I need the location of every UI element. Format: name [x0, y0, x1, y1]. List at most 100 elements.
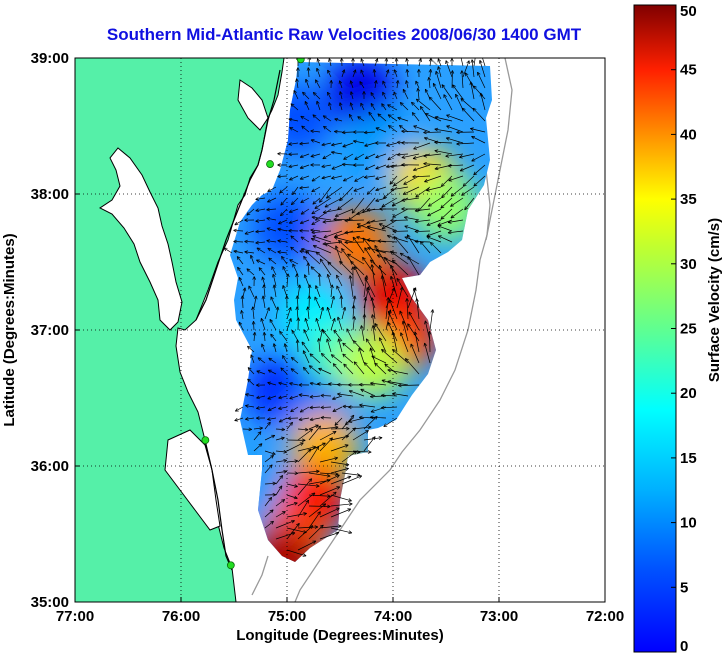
velocity-arrow [270, 296, 277, 309]
velocity-arrow [310, 139, 321, 144]
velocity-arrow [268, 257, 277, 265]
station-marker [296, 58, 305, 64]
velocity-arrow [275, 485, 283, 496]
x-tick-label: 74:00 [374, 608, 412, 625]
velocity-arrow [246, 208, 255, 216]
velocity-arrow [267, 369, 277, 375]
velocity-arrow [277, 151, 288, 156]
velocity-arrow [255, 197, 266, 201]
x-tick-label: 73:00 [480, 608, 518, 625]
velocity-arrow [297, 448, 312, 463]
velocity-arrow [240, 310, 244, 320]
velocity-arrow [237, 266, 244, 276]
velocity-arrow [414, 219, 431, 224]
velocity-arrow [330, 426, 350, 431]
velocity-arrow [358, 347, 365, 364]
velocity-arrow [362, 237, 376, 254]
velocity-arrow [272, 273, 277, 287]
velocity-arrow [383, 186, 398, 199]
velocity-arrow [416, 87, 421, 100]
isobath-3 [251, 555, 269, 596]
velocity-arrow [311, 186, 321, 192]
velocity-arrow [398, 383, 420, 388]
velocity-arrow [275, 519, 295, 529]
velocity-arrow [256, 416, 266, 420]
velocity-arrow [319, 306, 325, 320]
velocity-arrow [399, 124, 409, 133]
velocity-arrow [256, 406, 266, 410]
velocity-arrow [286, 512, 307, 518]
velocity-arrow [286, 483, 298, 488]
velocity-arrow [405, 58, 409, 67]
velocity-arrow [374, 362, 387, 375]
velocity-arrow [323, 125, 332, 133]
velocity-arrow [359, 403, 376, 408]
velocity-arrow [292, 263, 299, 276]
velocity-arrow [308, 504, 331, 509]
colorbar-tick-label: 25 [680, 321, 697, 338]
colorbar-tick-label: 20 [680, 385, 697, 402]
velocity-arrow [406, 234, 420, 254]
velocity-arrow [339, 91, 343, 100]
velocity-arrow [393, 69, 398, 78]
velocity-arrow [305, 78, 310, 89]
velocity-arrow [460, 98, 475, 111]
velocity-arrow [330, 494, 352, 502]
velocity-arrow [330, 461, 350, 467]
velocity-arrow [352, 430, 369, 441]
velocity-arrow [423, 153, 442, 158]
velocity-arrow [289, 175, 299, 181]
velocity-arrow [411, 101, 420, 111]
velocity-arrow [295, 339, 300, 353]
y-tick-label: 36:00 [31, 458, 69, 475]
velocity-arrow [323, 230, 343, 239]
velocity-arrow [247, 378, 255, 386]
velocity-arrow [330, 475, 352, 485]
velocity-arrow [303, 366, 310, 375]
velocity-arrow [234, 406, 244, 412]
velocity-arrow [299, 185, 310, 190]
velocity-arrow [315, 79, 321, 89]
velocity-arrow [264, 464, 273, 474]
velocity-arrow [236, 256, 244, 265]
velocity-arrow [337, 392, 354, 397]
velocity-arrow [264, 509, 274, 518]
velocity-arrow [364, 247, 376, 265]
velocity-arrow [252, 276, 257, 287]
velocity-arrow [223, 247, 233, 254]
velocity-arrow [277, 163, 288, 167]
velocity-arrow [330, 318, 336, 331]
velocity-arrow [301, 125, 310, 133]
velocity-arrow [386, 142, 398, 147]
velocity-arrow [336, 274, 343, 287]
station-marker [226, 561, 235, 570]
velocity-arrow [339, 58, 344, 67]
velocity-arrow [291, 329, 299, 342]
velocity-arrow [275, 427, 285, 432]
velocity-arrow [298, 393, 310, 397]
velocity-arrow [470, 127, 486, 133]
velocity-arrow [267, 186, 277, 192]
velocity-arrow [334, 245, 343, 265]
velocity-arrow [264, 421, 271, 430]
velocity-arrow [405, 298, 409, 320]
velocity-arrow [270, 333, 277, 342]
velocity-arrow [330, 467, 349, 474]
velocity-arrow [286, 549, 307, 557]
y-tick-label: 35:00 [31, 594, 69, 611]
velocity-arrow [432, 82, 442, 100]
velocity-arrow [341, 414, 355, 430]
velocity-arrow [450, 186, 464, 197]
velocity-arrow [412, 174, 431, 179]
velocity-arrow [333, 329, 343, 342]
velocity-arrow [414, 239, 431, 244]
velocity-arrow [381, 348, 398, 364]
velocity-arrow [244, 239, 255, 244]
velocity-arrow [238, 277, 244, 287]
velocity-arrow [375, 153, 387, 159]
velocity-arrow [354, 175, 365, 182]
velocity-arrow [286, 307, 292, 320]
velocity-arrow [351, 197, 365, 214]
velocity-arrow [338, 80, 343, 89]
velocity-arrow [366, 238, 387, 243]
